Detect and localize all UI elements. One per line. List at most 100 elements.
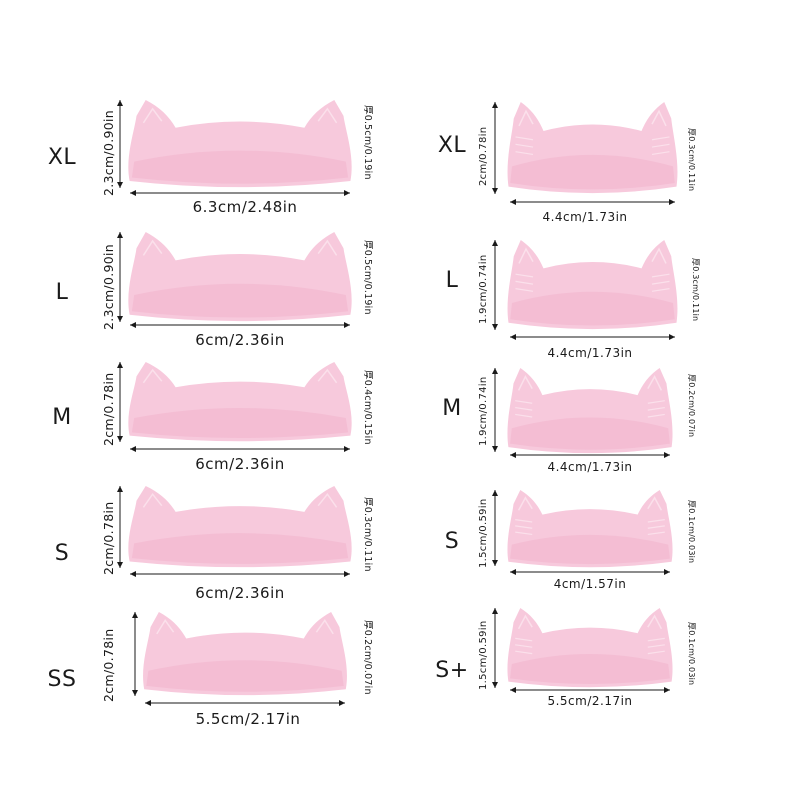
height-label: 2cm/0.78in xyxy=(478,126,489,186)
whisker-line xyxy=(515,525,533,529)
pad-band xyxy=(146,660,344,692)
left-ear-line xyxy=(142,239,163,256)
width-label: 6.3cm/2.48in xyxy=(192,198,298,216)
right-ear-line xyxy=(651,109,667,127)
height-label: 2.3cm/0.90in xyxy=(101,110,116,196)
arrowhead xyxy=(664,569,670,575)
right-ear-line xyxy=(317,107,338,124)
size-label: S+ xyxy=(435,658,469,683)
width-label: 6cm/2.36in xyxy=(195,584,285,602)
arrowhead xyxy=(669,334,675,340)
whisker-line xyxy=(651,136,670,141)
left-ear-line xyxy=(156,619,175,635)
whisker-line xyxy=(515,650,533,655)
whisker-line xyxy=(515,288,534,292)
width-label: 5.5cm/2.17in xyxy=(195,710,301,728)
right-ear-line xyxy=(647,496,663,511)
height-label: 2cm/0.78in xyxy=(101,628,116,702)
whisker-line xyxy=(647,406,665,411)
size-label: XL xyxy=(47,145,77,170)
arrowhead xyxy=(117,436,123,442)
right-ear-line xyxy=(315,619,334,635)
width-label: 4.4cm/1.73in xyxy=(542,210,628,224)
size-label: M xyxy=(442,396,462,421)
whisker-line xyxy=(651,151,670,156)
height-label: 1.9cm/0.74in xyxy=(478,254,489,325)
thickness-label: 厚0.5cm/0.19in xyxy=(362,105,373,180)
whisker-line xyxy=(651,280,670,285)
right-ear-line xyxy=(651,247,667,264)
whisker-line xyxy=(515,637,533,642)
arrowhead xyxy=(492,368,498,374)
width-label: 6cm/2.36in xyxy=(195,331,285,349)
width-label: 4.4cm/1.73in xyxy=(547,346,633,360)
pad-band xyxy=(510,291,675,326)
thickness-label: 厚0.4cm/0.15in xyxy=(362,370,373,445)
left-ear-line xyxy=(517,614,533,630)
height-label: 1.5cm/0.59in xyxy=(478,620,489,691)
whisker-line xyxy=(647,413,665,418)
arrowhead xyxy=(510,569,516,575)
left-ear-line xyxy=(517,374,533,391)
whisker-line xyxy=(515,143,534,148)
pad-band xyxy=(510,417,670,450)
arrowhead xyxy=(510,199,516,205)
whisker-line xyxy=(647,531,665,536)
left-ear-line xyxy=(518,247,534,264)
lash-pad xyxy=(128,486,352,568)
arrowhead xyxy=(132,612,138,618)
thickness-label: 厚0.5cm/0.19in xyxy=(362,240,373,315)
arrowhead xyxy=(664,687,670,693)
arrowhead xyxy=(492,608,498,614)
height-label: 1.9cm/0.74in xyxy=(478,376,489,447)
whisker-line xyxy=(515,531,533,536)
arrowhead xyxy=(117,100,123,106)
left-ear-line xyxy=(518,109,534,127)
pad-band xyxy=(510,654,670,684)
right-ear-line xyxy=(317,239,338,256)
thickness-label: 厚0.2cm/0.07in xyxy=(687,374,696,438)
whisker-line xyxy=(515,151,534,156)
pad-band xyxy=(131,533,349,564)
arrowhead xyxy=(664,452,670,458)
arrowhead xyxy=(492,490,498,496)
arrowhead xyxy=(117,562,123,568)
lash-pad xyxy=(507,608,673,688)
height-label: 2.3cm/0.90in xyxy=(101,244,116,330)
arrowhead xyxy=(117,486,123,492)
height-label: 2cm/0.78in xyxy=(101,501,116,575)
size-label: L xyxy=(55,280,69,305)
whisker-line xyxy=(515,280,534,285)
whisker-line xyxy=(515,406,533,411)
width-label: 6cm/2.36in xyxy=(195,455,285,473)
whisker-line xyxy=(515,413,533,418)
arrowhead xyxy=(344,322,350,328)
arrowhead xyxy=(510,452,516,458)
width-label: 4cm/1.57in xyxy=(553,577,627,591)
pad-band xyxy=(131,408,349,438)
whisker-line xyxy=(647,644,665,648)
whisker-line xyxy=(651,288,670,292)
height-label: 1.5cm/0.59in xyxy=(478,498,489,569)
arrowhead xyxy=(492,188,498,194)
arrowhead xyxy=(117,362,123,368)
thickness-label: 厚0.1cm/0.03in xyxy=(687,500,696,564)
arrowhead xyxy=(132,690,138,696)
width-label: 5.5cm/2.17in xyxy=(547,694,633,708)
arrowhead xyxy=(492,240,498,246)
lash-pad xyxy=(507,368,673,454)
arrowhead xyxy=(510,334,516,340)
arrowhead xyxy=(492,324,498,330)
arrowhead xyxy=(117,232,123,238)
arrowhead xyxy=(344,446,350,452)
right-ear-line xyxy=(647,614,663,630)
arrowhead xyxy=(130,190,136,196)
pad-band xyxy=(131,283,349,318)
arrowhead xyxy=(344,190,350,196)
arrowhead xyxy=(669,199,675,205)
whisker-line xyxy=(515,400,533,404)
whisker-line xyxy=(651,273,670,278)
size-label: L xyxy=(445,268,459,293)
pad-band xyxy=(510,154,675,190)
